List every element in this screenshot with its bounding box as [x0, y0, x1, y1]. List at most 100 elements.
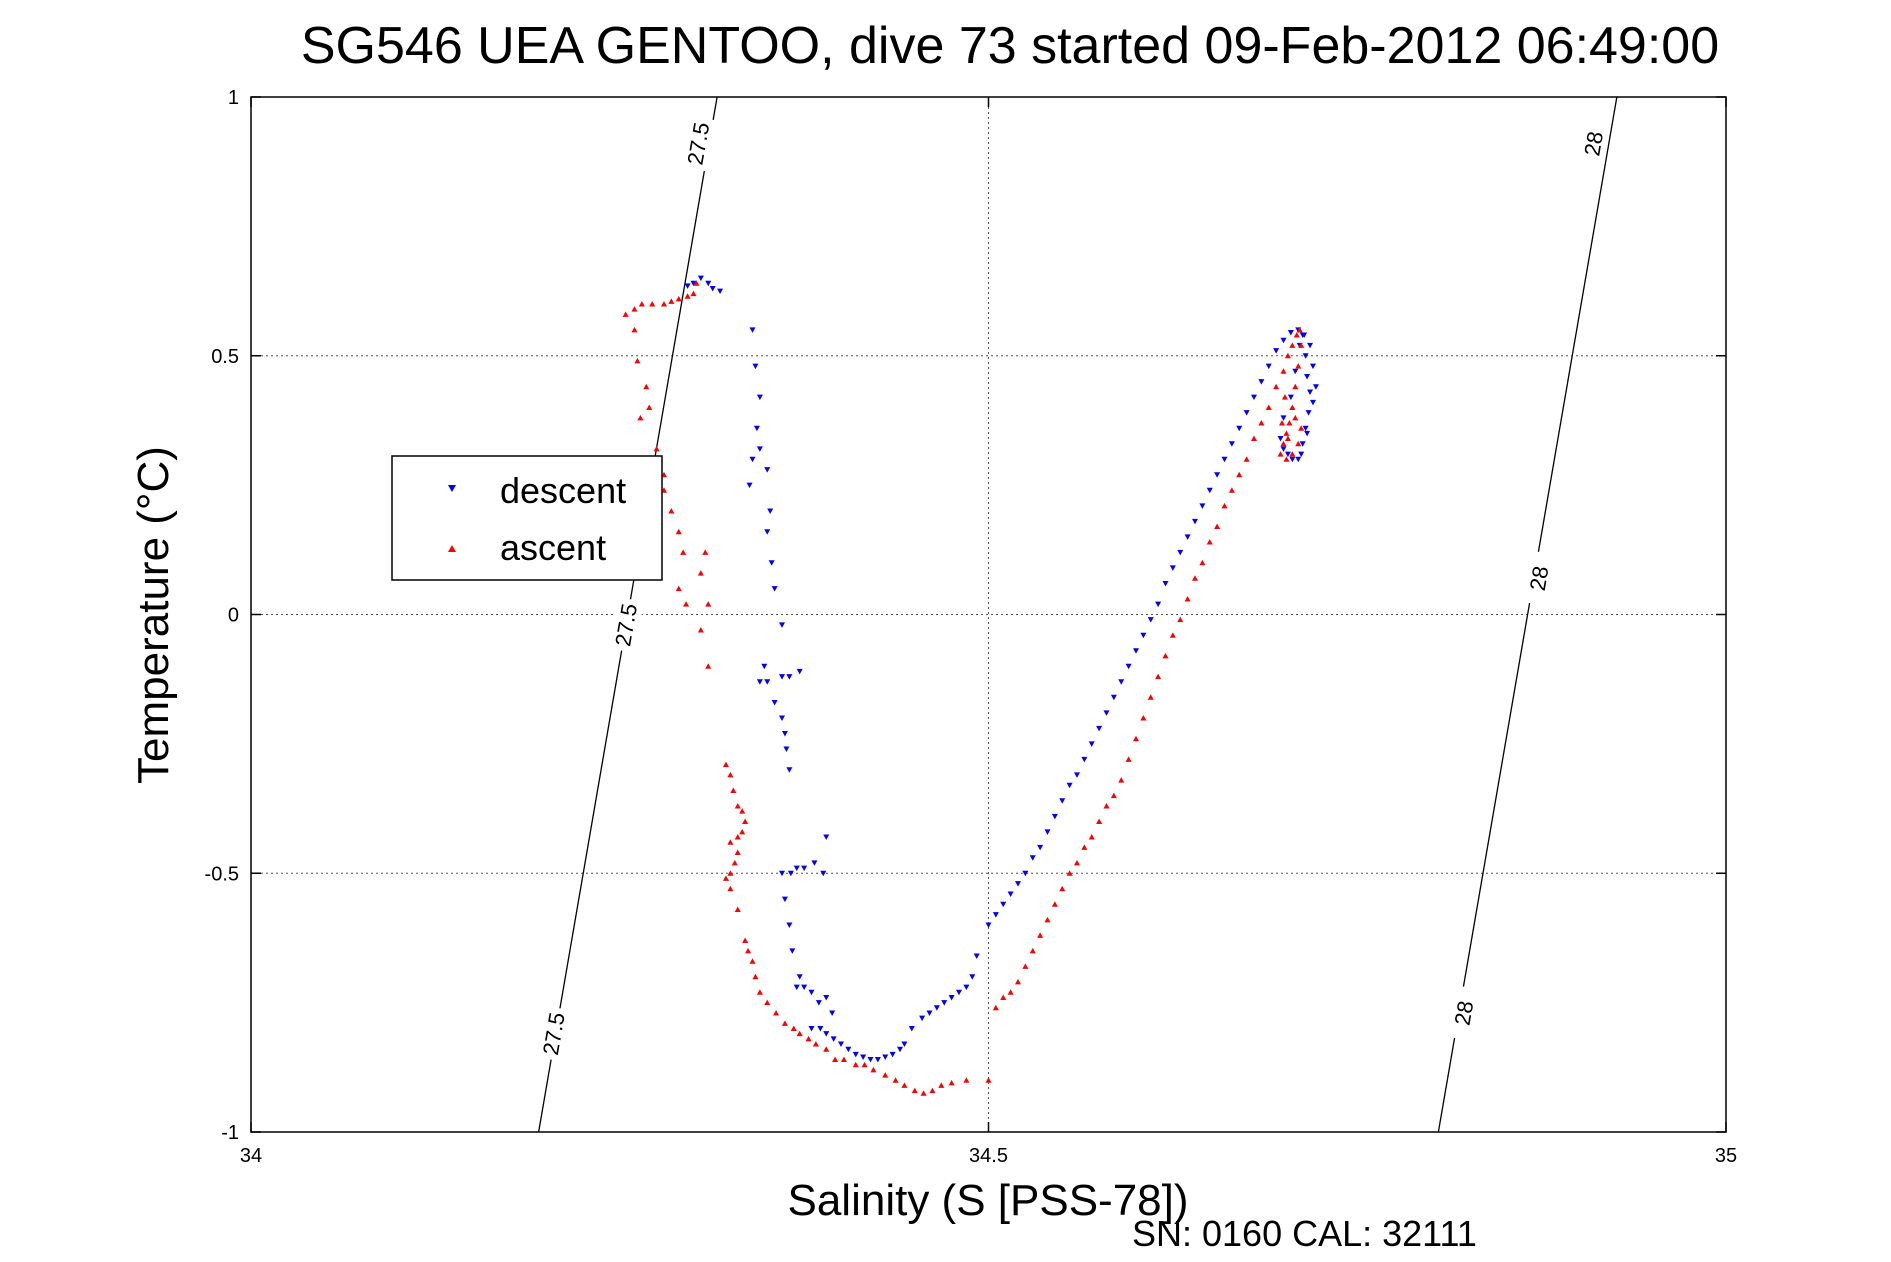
- ascent-point: [1066, 870, 1073, 876]
- ascent-point: [781, 1020, 788, 1026]
- ascent-point: [631, 306, 638, 312]
- ascent-point: [938, 1082, 945, 1088]
- ascent-point: [734, 834, 741, 840]
- descent-point: [1110, 694, 1117, 701]
- descent-point: [941, 1000, 948, 1006]
- descent-point: [1037, 844, 1044, 851]
- ascent-point: [1243, 456, 1250, 462]
- descent-point: [963, 984, 970, 991]
- descent-point: [752, 363, 759, 370]
- ascent-point: [832, 1056, 839, 1063]
- descent-point: [889, 1051, 896, 1058]
- descent-point: [1140, 632, 1147, 639]
- descent-point: [793, 984, 800, 991]
- ascent-point: [739, 808, 746, 814]
- x-tick-label: 34: [240, 1145, 262, 1167]
- descent-point: [705, 280, 712, 287]
- descent-point: [1277, 436, 1284, 442]
- descent-point: [948, 994, 955, 1001]
- descent-point: [830, 1036, 837, 1042]
- ascent-point: [796, 1030, 803, 1037]
- y-tick-label: 1: [228, 87, 239, 109]
- isopycnal-line: [1437, 96, 1618, 1133]
- descent-point: [845, 1046, 852, 1053]
- ascent-point: [727, 885, 734, 892]
- descent-point: [1304, 373, 1311, 380]
- ascent-point: [1284, 435, 1291, 442]
- legend-ascent-marker: [448, 545, 456, 552]
- descent-point: [823, 994, 830, 1001]
- ascent-point: [749, 958, 756, 964]
- descent-point: [1287, 329, 1294, 336]
- gridlines: [250, 96, 1727, 1133]
- ascent-point: [1096, 818, 1103, 824]
- descent-point: [908, 1026, 915, 1032]
- legend-box: [391, 455, 663, 581]
- descent-point: [815, 1000, 822, 1006]
- ascent-point: [1169, 632, 1176, 638]
- descent-point: [823, 834, 830, 841]
- isopycnal-label-bg: [607, 596, 644, 653]
- descent-point: [808, 989, 815, 996]
- ascent-point: [1292, 383, 1299, 390]
- descent-point: [789, 948, 796, 954]
- legend-descent-marker: [448, 485, 456, 492]
- descent-point: [1310, 363, 1316, 370]
- ascent-point: [668, 298, 675, 304]
- descent-point: [817, 1026, 824, 1032]
- legend: descent ascent: [391, 455, 663, 581]
- descent-point: [779, 870, 785, 877]
- descent-point: [1066, 782, 1073, 789]
- descent-point: [1310, 399, 1316, 406]
- ascent-point: [690, 290, 697, 297]
- descent-point: [1289, 456, 1296, 463]
- descent-point: [1059, 798, 1066, 804]
- descent-point: [781, 731, 788, 737]
- descent-point: [746, 482, 753, 489]
- ascent-point: [1118, 777, 1125, 783]
- descent-point: [985, 922, 992, 928]
- ascent-point: [773, 1009, 780, 1016]
- ascent-point: [730, 787, 737, 793]
- ascent-point: [646, 404, 653, 410]
- ascent-point: [1184, 595, 1191, 602]
- descent-point: [1169, 565, 1176, 571]
- ascent-point: [823, 1046, 830, 1052]
- ascent-point: [1281, 394, 1288, 400]
- ascent-point: [722, 761, 729, 768]
- descent-point: [1184, 534, 1191, 540]
- descent-point: [973, 953, 980, 960]
- ascent-point: [739, 828, 746, 835]
- ascent-point: [1125, 756, 1132, 762]
- descent-point: [1118, 679, 1125, 685]
- ascent-point: [1162, 652, 1169, 659]
- ascent-point: [697, 570, 704, 576]
- ascent-point: [1293, 332, 1300, 338]
- descent-point: [783, 746, 790, 753]
- ascent-point: [675, 295, 682, 302]
- ascent-point: [631, 326, 638, 333]
- descent-point: [786, 674, 793, 680]
- ascent-point: [622, 311, 629, 317]
- descent-point: [779, 715, 785, 721]
- descent-point: [1312, 384, 1319, 390]
- descent-point: [1096, 725, 1103, 732]
- ascent-point: [1251, 435, 1257, 442]
- ascent-point: [1192, 575, 1198, 581]
- ascent-point: [734, 849, 741, 856]
- ascent-point: [1074, 859, 1080, 866]
- isopycnal-label-bg: [1520, 550, 1557, 607]
- descent-point: [801, 984, 808, 991]
- ascent-point: [1007, 989, 1014, 995]
- ascent-point: [1283, 456, 1290, 462]
- ascent-point: [675, 528, 682, 535]
- ascent-point: [1214, 523, 1221, 530]
- ascent-point: [1292, 414, 1299, 421]
- descent-point: [1221, 456, 1228, 463]
- descent-point: [1214, 472, 1221, 478]
- ascent-point: [727, 771, 734, 778]
- ascent-point: [929, 1087, 936, 1094]
- isopycnal-label-bg: [1445, 984, 1482, 1041]
- descent-point: [919, 1015, 926, 1022]
- descent-point: [811, 860, 818, 866]
